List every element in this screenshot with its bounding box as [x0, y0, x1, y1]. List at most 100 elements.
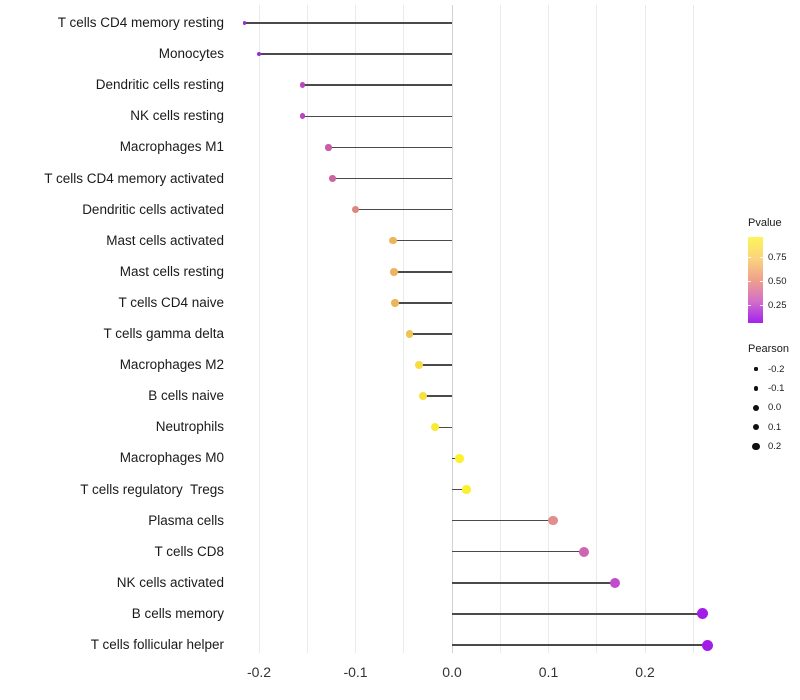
lollipop-line — [419, 364, 452, 366]
legend-pvalue-title: Pvalue — [748, 217, 782, 229]
lollipop-line — [302, 84, 452, 86]
lollipop-dot — [352, 206, 359, 214]
lollipop-line — [328, 146, 452, 149]
lollipop-dot — [430, 423, 439, 432]
row-label: T cells gamma delta — [103, 326, 224, 341]
row-label: Mast cells activated — [106, 232, 224, 248]
lollipop-dot — [419, 392, 428, 401]
lollipop-dot — [390, 268, 398, 276]
colorbar-tick-mark — [760, 305, 763, 306]
colorbar-tick-label: 0.75 — [768, 252, 787, 263]
lollipop-dot — [256, 51, 262, 57]
gridline — [548, 5, 549, 653]
row-label: NK cells resting — [130, 108, 224, 124]
pearson-size-dot — [753, 386, 759, 391]
row-label: T cells CD4 naive — [118, 294, 224, 310]
colorbar-tick-mark — [748, 305, 751, 306]
gridline — [644, 5, 646, 653]
colorbar-tick-label: 0.25 — [768, 300, 787, 311]
row-label: Dendritic cells activated — [82, 201, 224, 217]
row-label: B cells memory — [131, 605, 224, 621]
row-label: Plasma cells — [148, 512, 224, 528]
lollipop-line — [452, 519, 554, 522]
gridline — [596, 5, 598, 653]
row-label: Mast cells resting — [119, 263, 224, 279]
lollipop-dot — [579, 546, 590, 557]
lollipop-line — [244, 22, 452, 24]
lollipop-dot — [455, 454, 464, 463]
lollipop-dot — [329, 175, 336, 182]
gridline — [499, 5, 501, 653]
pearson-size-label: 0.1 — [768, 421, 782, 433]
pearson-size-dot — [753, 404, 759, 411]
colorbar-tick-mark — [760, 281, 763, 282]
lollipop-line — [393, 239, 452, 242]
row-label: T cells regulatory Tregs — [80, 481, 224, 497]
lollipop-line — [423, 395, 452, 397]
pearson-size-dot — [752, 442, 760, 451]
pearson-size-label: 0.2 — [768, 441, 782, 453]
lollipop-dot — [415, 361, 424, 370]
lollipop-line — [395, 302, 452, 304]
x-axis-tick-label: 0.0 — [442, 664, 462, 680]
row-label: T cells CD4 memory resting — [57, 15, 224, 30]
lollipop-dot — [299, 113, 306, 120]
lollipop-dot — [697, 608, 709, 620]
lollipop-dot — [389, 236, 397, 245]
x-axis-tick-label: -0.1 — [343, 664, 368, 680]
row-label: Neutrophils — [155, 419, 224, 435]
row-label: Monocytes — [158, 46, 224, 62]
gridline — [306, 5, 308, 653]
lollipop-dot — [299, 82, 306, 89]
lollipop-line — [452, 488, 467, 491]
gridline — [258, 5, 260, 653]
pearson-size-label: -0.2 — [768, 363, 785, 375]
lollipop-line — [302, 115, 452, 118]
row-label: T cells CD8 — [154, 543, 224, 559]
row-label: Macrophages M1 — [119, 139, 224, 155]
row-label: Macrophages M2 — [119, 357, 224, 373]
colorbar-tick-mark — [748, 257, 751, 258]
lollipop-dot — [548, 515, 559, 526]
row-label: Macrophages M0 — [119, 450, 224, 466]
lollipop-dot — [462, 485, 471, 494]
colorbar-tick-label: 0.50 — [768, 276, 787, 287]
lollipop-line — [452, 613, 703, 615]
x-axis-tick-label: -0.2 — [246, 664, 272, 680]
lollipop-dot — [391, 299, 399, 307]
colorbar-tick-mark — [760, 257, 763, 258]
lollipop-dot — [405, 330, 414, 338]
lollipop-line — [409, 333, 452, 335]
pearson-size-label: 0.0 — [768, 402, 782, 414]
x-axis-tick-label: 0.2 — [635, 664, 655, 680]
row-label: NK cells activated — [116, 574, 224, 590]
gridline — [403, 5, 405, 653]
row-label: T cells CD4 memory activated — [44, 170, 224, 186]
pearson-size-dot — [752, 423, 760, 431]
lollipop-line — [452, 550, 585, 553]
pearson-size-dot — [754, 367, 758, 371]
legend-pearson-title: Pearson — [748, 343, 789, 355]
pvalue-colorbar-gradient — [748, 237, 763, 323]
pearson-size-label: -0.1 — [768, 382, 785, 394]
lollipop-dot — [609, 577, 621, 589]
zero-gridline — [451, 5, 453, 653]
gridline — [692, 5, 694, 653]
lollipop-line — [394, 271, 452, 273]
gridline — [355, 5, 356, 653]
lollipop-dot — [702, 639, 714, 651]
row-label: T cells follicular helper — [90, 637, 224, 652]
lollipop-line — [332, 177, 452, 180]
colorbar-tick-mark — [748, 281, 751, 282]
lollipop-line — [452, 582, 616, 584]
lollipop-dot — [325, 144, 332, 151]
row-label: Dendritic cells resting — [95, 77, 224, 93]
row-label: B cells naive — [148, 388, 224, 404]
lollipop-line — [434, 426, 452, 429]
x-axis-tick-label: 0.1 — [538, 664, 559, 680]
lollipop-line — [452, 644, 708, 646]
lollipop-line — [259, 53, 452, 55]
lollipop-line — [355, 208, 452, 211]
lollipop-dot — [242, 21, 247, 25]
